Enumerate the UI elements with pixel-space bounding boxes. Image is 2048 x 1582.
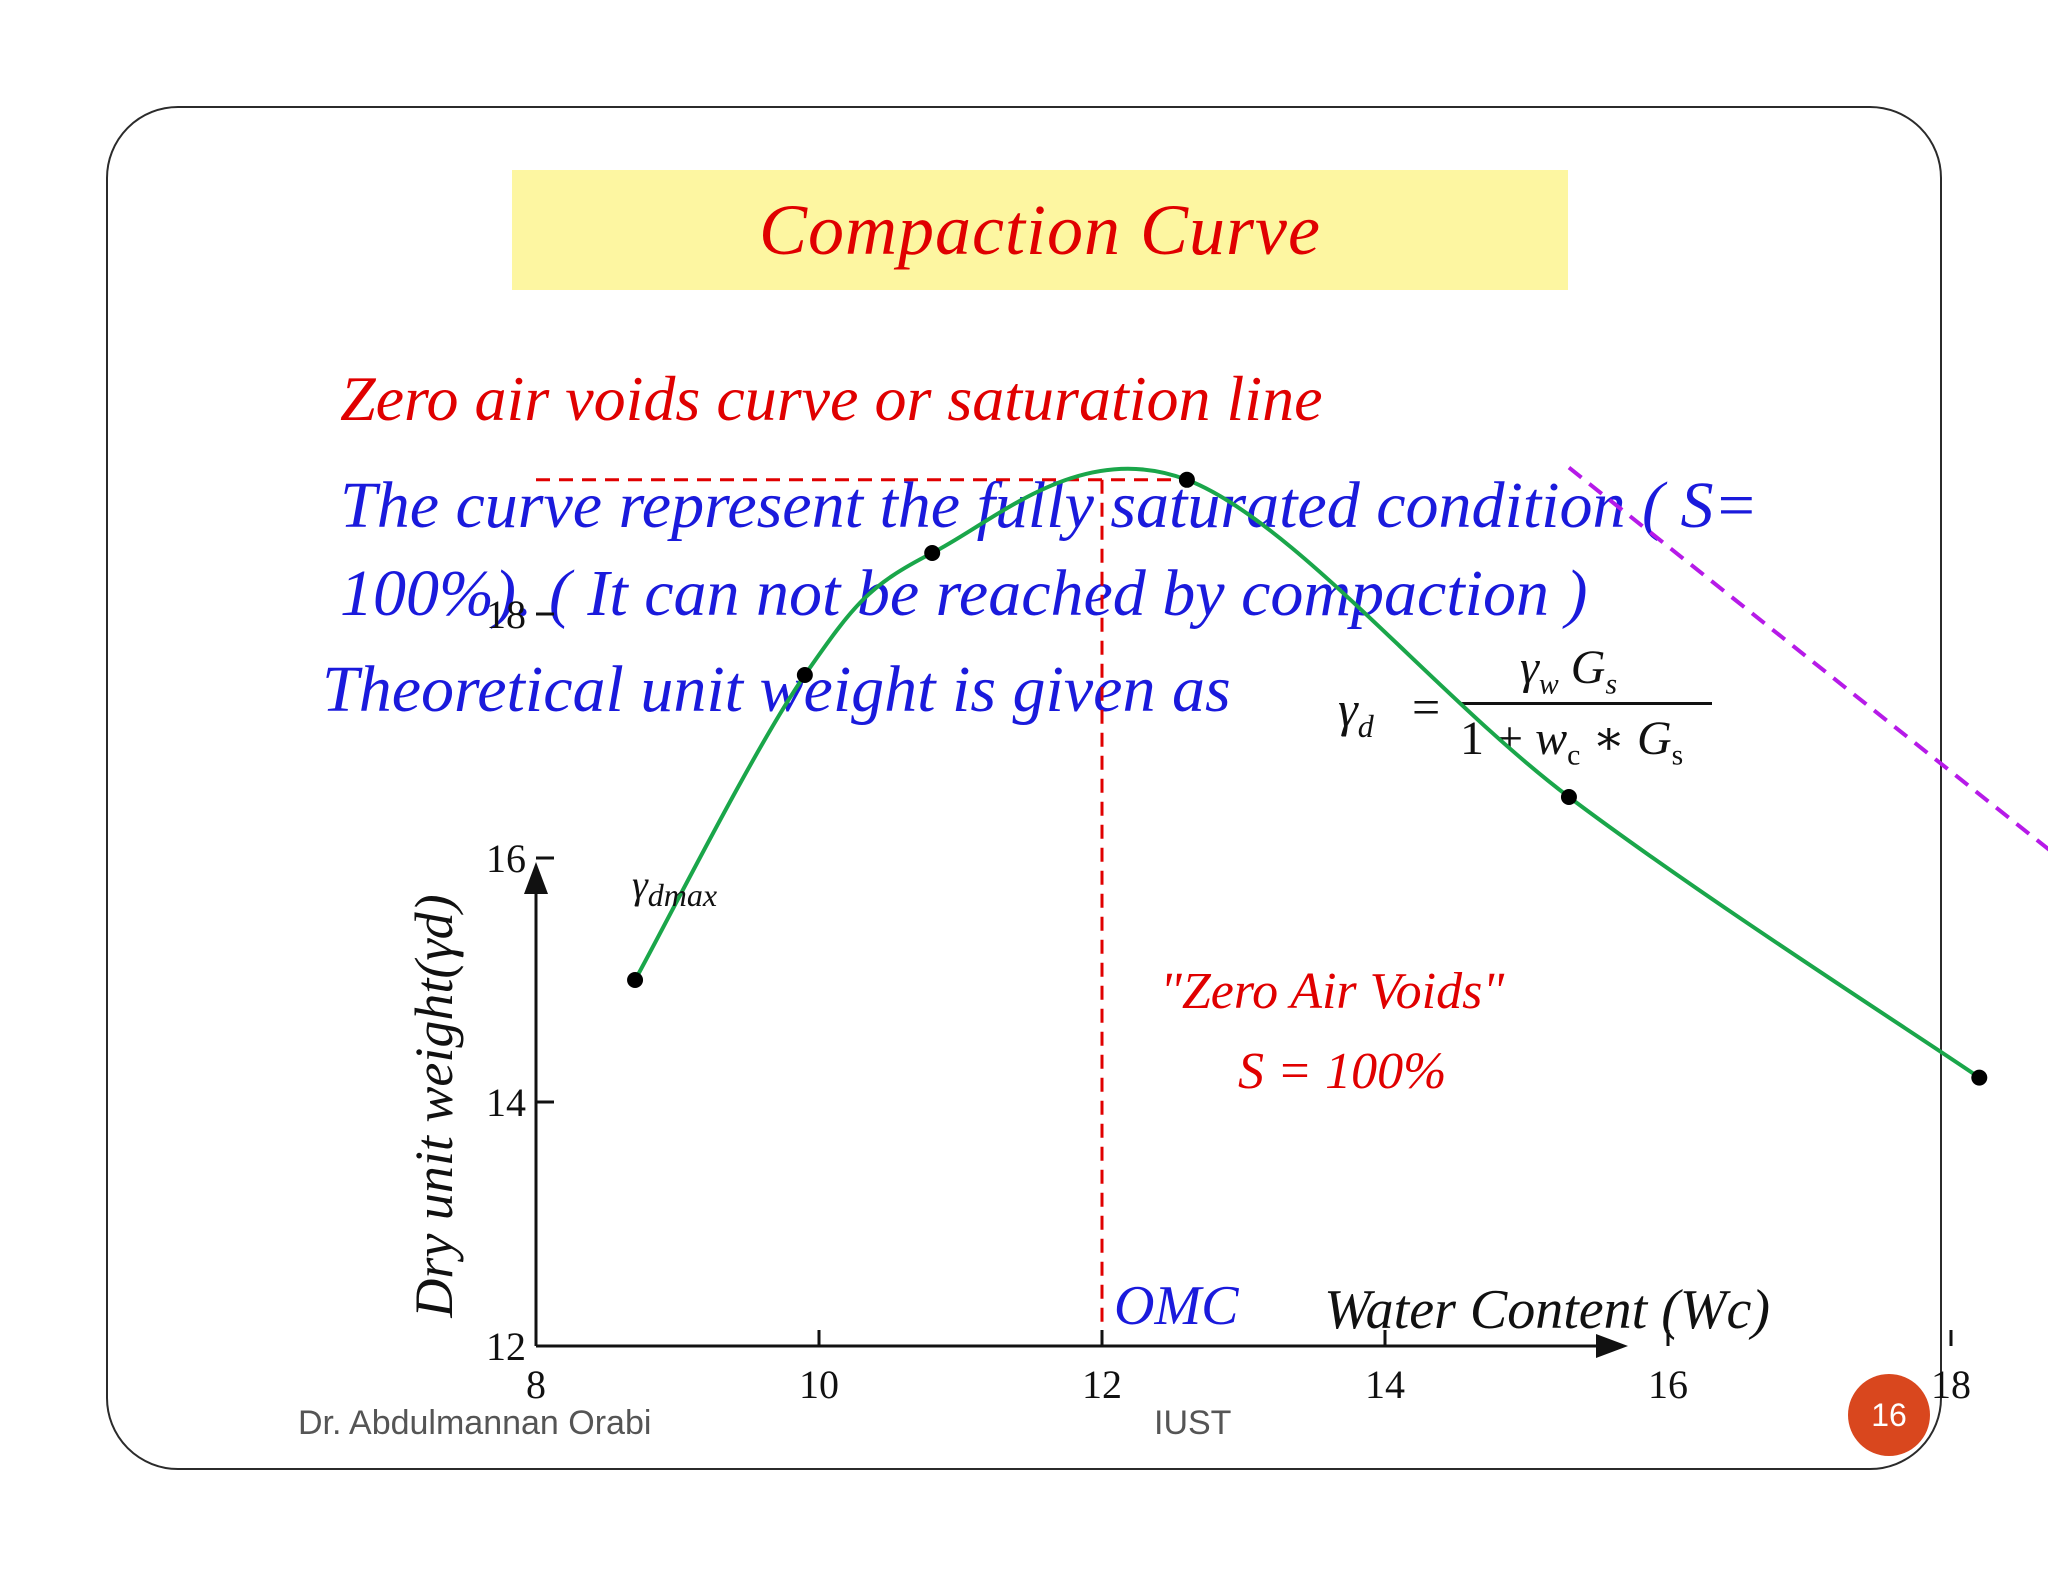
data-point bbox=[627, 972, 644, 988]
slide-frame bbox=[106, 106, 1942, 1470]
x-tick-label: 10 bbox=[799, 1362, 839, 1407]
y-tick-label: 14 bbox=[486, 1080, 526, 1125]
x-tick-label: 14 bbox=[1365, 1362, 1405, 1407]
omc-label: OMC bbox=[1114, 1275, 1239, 1337]
data-point bbox=[1178, 471, 1195, 488]
body-line-2: 100%). ( It can not be reached by compac… bbox=[340, 557, 1588, 630]
body-line-3: Theoretical unit weight is given as bbox=[322, 653, 1231, 726]
footer-institution: IUST bbox=[1154, 1404, 1232, 1442]
x-tick-label: 8 bbox=[526, 1362, 546, 1407]
data-point bbox=[924, 545, 941, 561]
y-axis-label: Dry unit weight(γd) bbox=[404, 894, 464, 1318]
formula-numerator: γw Gs bbox=[1520, 641, 1618, 701]
zero-air-voids-label: "Zero Air Voids" bbox=[1160, 963, 1505, 1020]
data-point bbox=[1560, 789, 1577, 805]
dry-unit-weight-formula: γd = γw Gs 1 + wc ∗ Gs bbox=[1330, 640, 1730, 772]
x-tick-label: 16 bbox=[1648, 1362, 1688, 1407]
subtitle-line: Zero air voids curve or saturation line bbox=[340, 363, 1323, 434]
footer-author: Dr. Abdulmannan Orabi bbox=[298, 1404, 652, 1442]
y-tick-label: 12 bbox=[486, 1324, 526, 1369]
title-box: Compaction Curve bbox=[512, 170, 1568, 290]
x-axis-label: Water Content (Wc) bbox=[1324, 1279, 1770, 1341]
data-point bbox=[1971, 1069, 1988, 1086]
x-tick-label: 18 bbox=[1931, 1362, 1971, 1407]
x-axis-arrow bbox=[1596, 1334, 1628, 1358]
gamma-dmax-label: γdmax bbox=[632, 862, 717, 913]
page-number-badge: 16 bbox=[1848, 1374, 1930, 1456]
data-point bbox=[796, 667, 813, 683]
y-tick-label: 18 bbox=[486, 592, 526, 637]
x-tick-label: 12 bbox=[1082, 1362, 1122, 1407]
formula-fraction-bar bbox=[1460, 702, 1712, 705]
y-tick-label: 16 bbox=[486, 836, 526, 881]
zero-air-voids-line bbox=[1567, 466, 2048, 852]
formula-lhs: γd bbox=[1338, 681, 1374, 744]
y-axis-arrow bbox=[524, 862, 548, 894]
formula-equals: = bbox=[1412, 679, 1441, 735]
saturation-label: S = 100% bbox=[1238, 1043, 1446, 1100]
compaction-curve bbox=[633, 466, 1981, 1080]
slide-title: Compaction Curve bbox=[759, 189, 1321, 270]
formula-denominator: 1 + wc ∗ Gs bbox=[1460, 712, 1684, 772]
